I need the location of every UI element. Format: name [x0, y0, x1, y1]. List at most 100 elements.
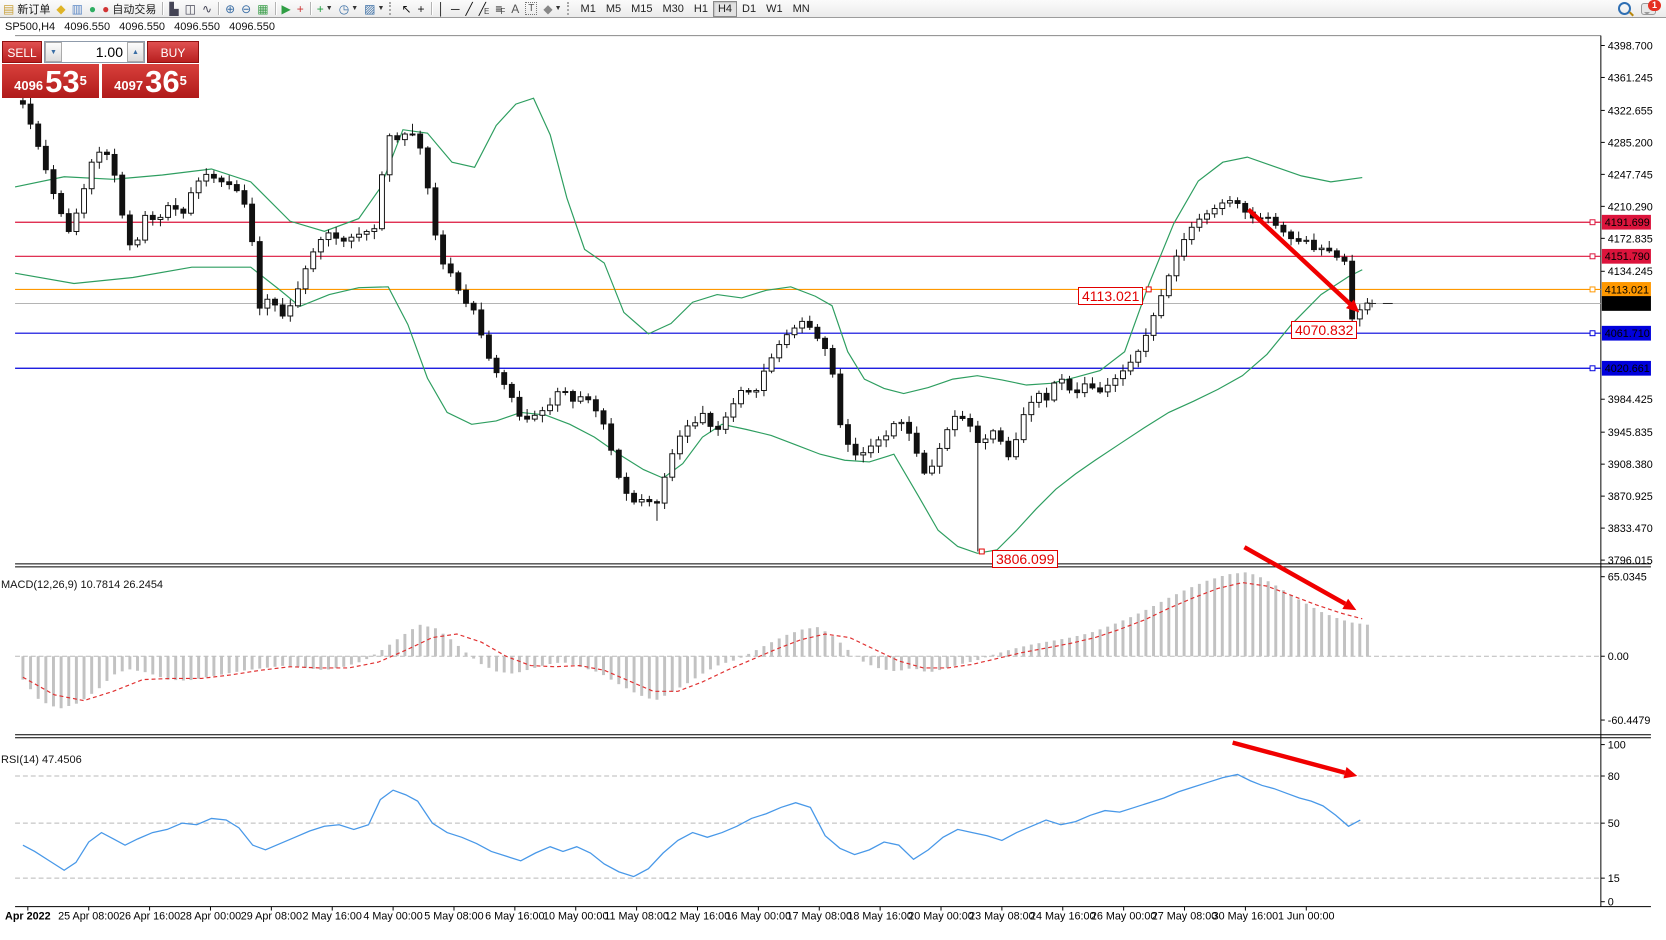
price-badge: 4061.710: [1605, 328, 1650, 340]
timeframe-bar: M1 M5 M15 M30 H1 H4 D1 W1 MN: [576, 0, 815, 17]
red-arrow[interactable]: [1246, 207, 1352, 306]
dropdown-caret-icon[interactable]: ▼: [325, 5, 333, 12]
buy-price-sup: 5: [179, 73, 187, 88]
date-tick-label: 6 May 16:00: [485, 910, 544, 922]
toolbar-separator: [309, 2, 311, 15]
date-tick-label: 18 May 16:00: [847, 910, 912, 922]
volume-increase-button[interactable]: ▲: [127, 42, 144, 62]
price-badge: 4191.699: [1605, 217, 1650, 229]
one-click-panel: SELL ▼ 1.00 ▲ BUY 4096 53 5 4097 36 5: [2, 41, 199, 98]
timeframe-m5[interactable]: M5: [605, 2, 622, 15]
price-badge: 4151.790: [1605, 251, 1650, 263]
bar-chart-icon: ▙: [169, 1, 179, 16]
sell-price[interactable]: 4096 53 5: [2, 64, 99, 98]
sell-price-big: 53: [45, 64, 80, 99]
indicators-icon: +: [316, 1, 324, 16]
toolbar-grip[interactable]: [389, 2, 396, 15]
zoom-in-button[interactable]: ⊕: [222, 1, 238, 16]
sell-button[interactable]: SELL: [2, 41, 42, 63]
buy-button[interactable]: BUY: [147, 41, 199, 63]
auto-trading-button-label: 自动交易: [112, 3, 157, 16]
toolbar-separator: [430, 2, 432, 15]
volume-decrease-button[interactable]: ▼: [45, 42, 62, 62]
timeframe-m1[interactable]: M1: [580, 2, 596, 15]
volume-control: ▼ 1.00 ▲: [44, 41, 145, 63]
callout-anchors[interactable]: [978, 286, 1152, 555]
buy-price[interactable]: 4097 36 5: [102, 64, 199, 98]
timeframe-h1[interactable]: H1: [693, 2, 708, 15]
crosshair-icon: +: [417, 1, 425, 16]
chat-icon[interactable]: 1: [1641, 0, 1661, 15]
chart-header: SP500,H4 4096.550 4096.550 4096.550 4096…: [5, 21, 281, 33]
new-order-button[interactable]: ▤ 新订单: [0, 1, 53, 16]
price-badge: 4020.661: [1605, 363, 1650, 375]
chart-shift-button[interactable]: +: [294, 1, 307, 16]
timeframe-mn[interactable]: MN: [792, 2, 810, 15]
fibonacci-icon: ≡: [495, 1, 503, 16]
candle-chart-icon: ◫: [184, 1, 196, 16]
red-arrow[interactable]: [1232, 740, 1346, 775]
timeframe-w1[interactable]: W1: [766, 2, 783, 15]
timeframe-m30[interactable]: M30: [662, 2, 684, 15]
red-arrow[interactable]: [1243, 545, 1347, 606]
dropdown-caret-icon[interactable]: ▼: [351, 5, 359, 12]
cursor-icon: ↖: [401, 1, 412, 16]
trendline-button[interactable]: ╱: [463, 1, 476, 16]
date-tick-label: 29 Apr 08:00: [241, 910, 302, 922]
date-tick-label: 23 May 08:00: [969, 910, 1034, 922]
date-axis: Apr 2022 25 Apr 08:00 26 Apr 16:00 28 Apr 0…: [5, 906, 1335, 922]
date-tick-label: 24 May 16:00: [1030, 910, 1095, 922]
new-chart-button[interactable]: ◆: [53, 1, 68, 16]
text-button[interactable]: A: [508, 1, 522, 16]
price-tick-label: 4285.200: [1608, 137, 1653, 149]
timeframe-h4[interactable]: H4: [712, 0, 738, 17]
profiles-icon: ▥: [71, 1, 83, 16]
low-value: 4096.550: [174, 21, 221, 33]
date-tick-label: 4 May 00:00: [363, 910, 422, 922]
channel-button[interactable]: ╱ E: [476, 1, 493, 16]
vertical-line-button[interactable]: │: [435, 1, 449, 16]
indicators-button[interactable]: + ▼: [314, 1, 336, 16]
trend-arrows[interactable]: [1232, 207, 1360, 779]
fibonacci-button[interactable]: ≡ F: [492, 1, 508, 16]
market-watch-button[interactable]: ●: [86, 1, 99, 16]
price-callout-4113[interactable]: 4113.021: [1078, 287, 1144, 305]
date-tick-label: 26 May 00:00: [1091, 910, 1156, 922]
horizontal-line-button[interactable]: ─: [448, 1, 463, 16]
line-chart-button[interactable]: ∿: [199, 1, 215, 16]
price-tick-label: 4322.655: [1608, 105, 1653, 117]
timeframe-d1[interactable]: D1: [742, 2, 757, 15]
auto-trading-button[interactable]: ● 自动交易: [99, 1, 159, 16]
tile-windows-button[interactable]: ▦: [254, 1, 271, 16]
toolbar-separator: [274, 2, 276, 15]
timeframe-m15[interactable]: M15: [631, 2, 653, 15]
volume-input[interactable]: 1.00: [95, 44, 123, 60]
zoom-out-button[interactable]: ⊖: [238, 1, 254, 16]
horizontal-lines[interactable]: [15, 219, 1601, 372]
bar-chart-button[interactable]: ▙: [166, 1, 181, 16]
auto-scroll-icon: ▶: [281, 1, 291, 16]
search-icon[interactable]: [1618, 2, 1631, 15]
cursor-button[interactable]: ↖: [398, 1, 414, 16]
price-callout-4070[interactable]: 4070.832: [1291, 321, 1358, 339]
crosshair-button[interactable]: +: [415, 1, 428, 16]
chart-canvas[interactable]: 4398.700 4361.245 4322.655 4285.200 4247.745…: [0, 17, 1666, 940]
text-label-button[interactable]: T: [522, 1, 540, 16]
dropdown-caret-icon[interactable]: ▼: [554, 5, 562, 12]
price-callout-3806[interactable]: 3806.099: [992, 550, 1059, 568]
auto-trading-icon: ●: [102, 1, 110, 16]
auto-scroll-button[interactable]: ▶: [279, 1, 294, 16]
templates-button[interactable]: ▨ ▼: [361, 1, 387, 16]
toolbar-grip[interactable]: [566, 2, 574, 15]
date-tick-label: 17 May 08:00: [787, 910, 852, 922]
shapes-button[interactable]: ◆ ▼: [540, 1, 564, 16]
periods-button[interactable]: ◷ ▼: [336, 1, 361, 16]
date-tick-label: 1 Jun 00:00: [1278, 910, 1334, 922]
notification-badge: 1: [1648, 0, 1661, 11]
indicator-axes: 65.0345 0.00 -60.4479 100 80 50 15 0: [1600, 572, 1650, 909]
profiles-button[interactable]: ▥: [69, 1, 86, 16]
candle-chart-button[interactable]: ◫: [182, 1, 199, 16]
toolbar-separator: [218, 2, 220, 15]
dropdown-caret-icon[interactable]: ▼: [377, 5, 385, 12]
buy-price-prefix: 4097: [114, 78, 144, 93]
